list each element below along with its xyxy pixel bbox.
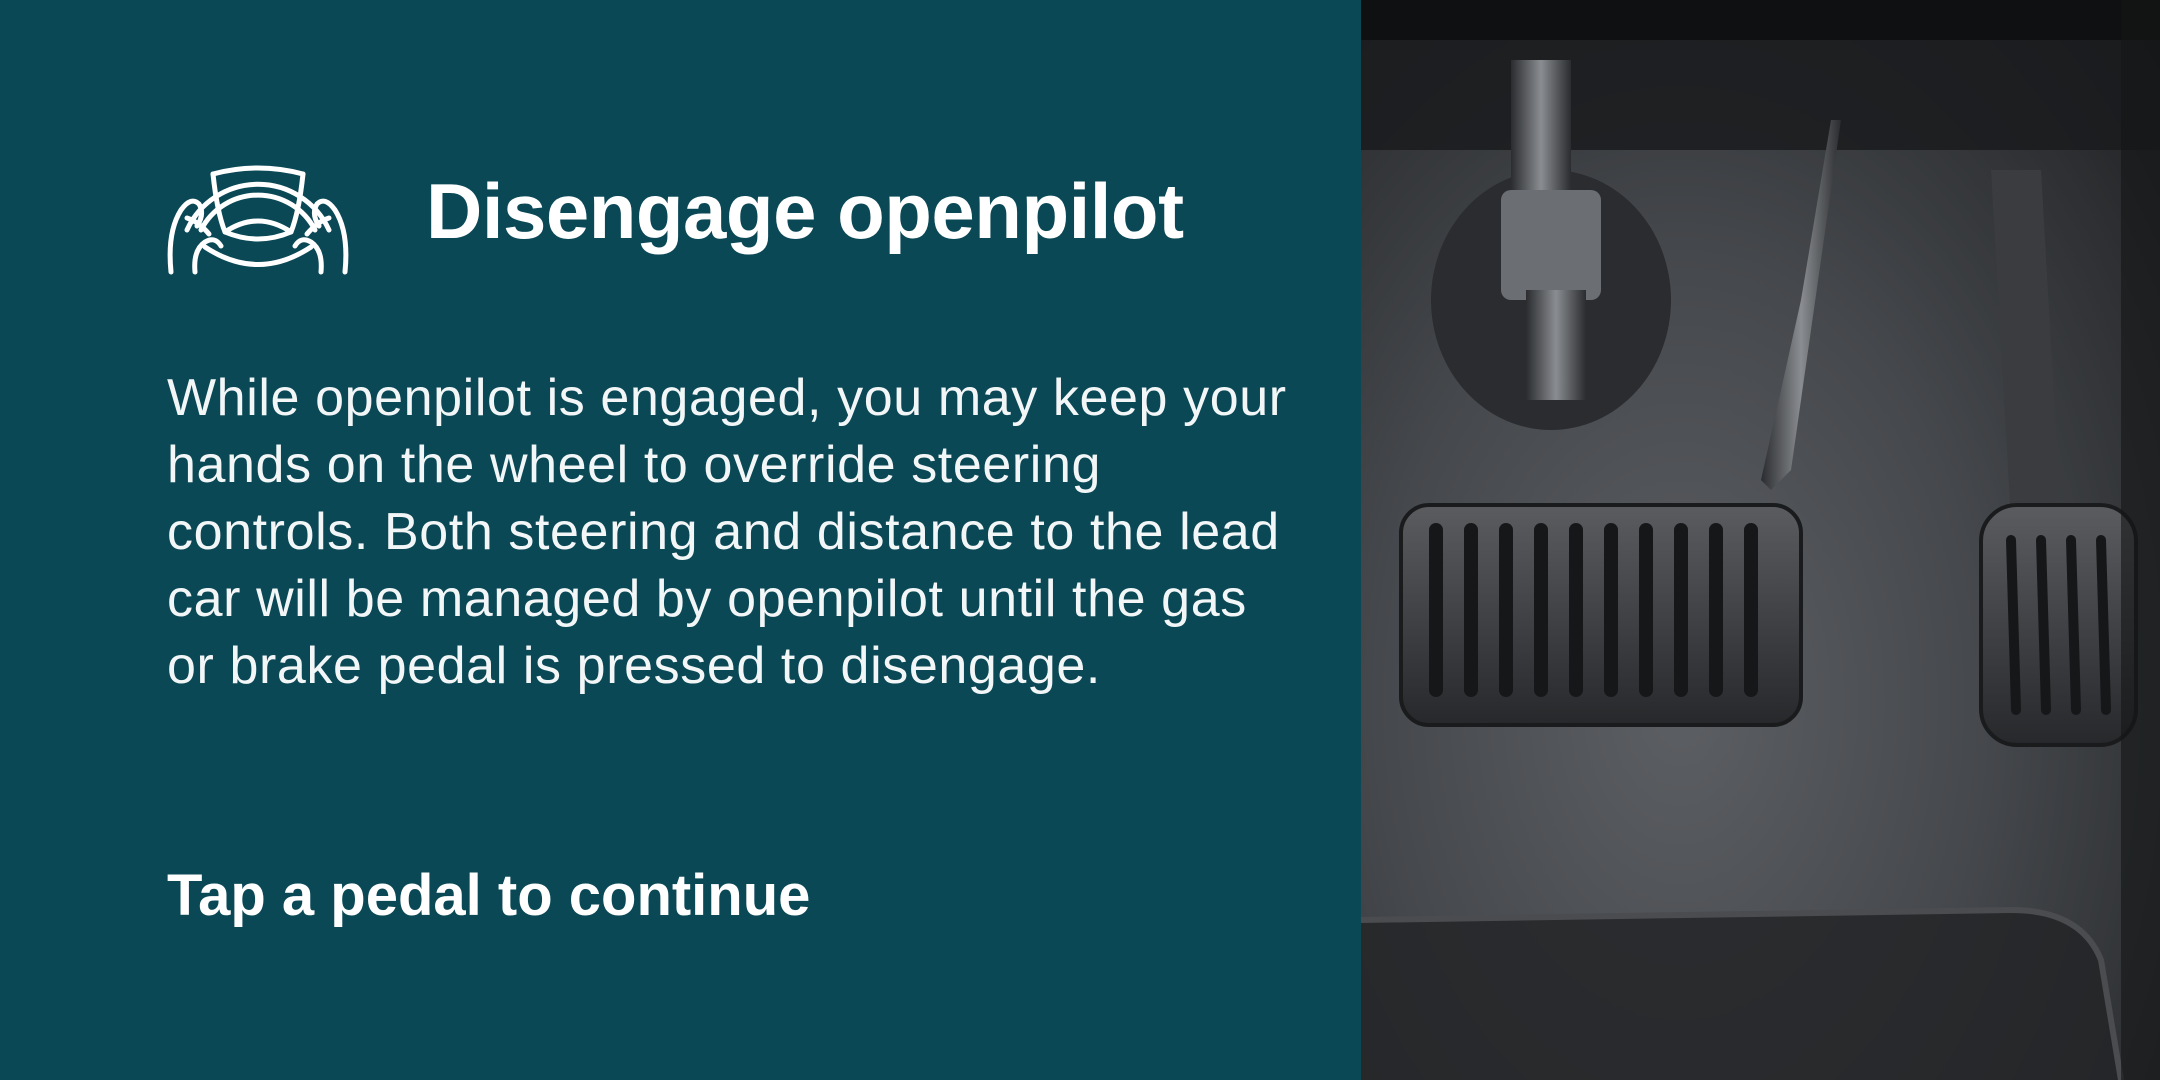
pedals-illustration <box>1361 0 2160 1080</box>
header: Disengage openpilot <box>165 122 1325 277</box>
continue-prompt: Tap a pedal to continue <box>167 863 811 928</box>
page-title: Disengage openpilot <box>426 167 1184 255</box>
description-text: While openpilot is engaged, you may keep… <box>167 369 1287 695</box>
car-pedals-photo <box>1361 0 2160 1080</box>
instruction-panel: Disengage openpilot While openpilot is e… <box>165 122 1325 928</box>
steering-wheel-hands-icon <box>167 165 349 275</box>
